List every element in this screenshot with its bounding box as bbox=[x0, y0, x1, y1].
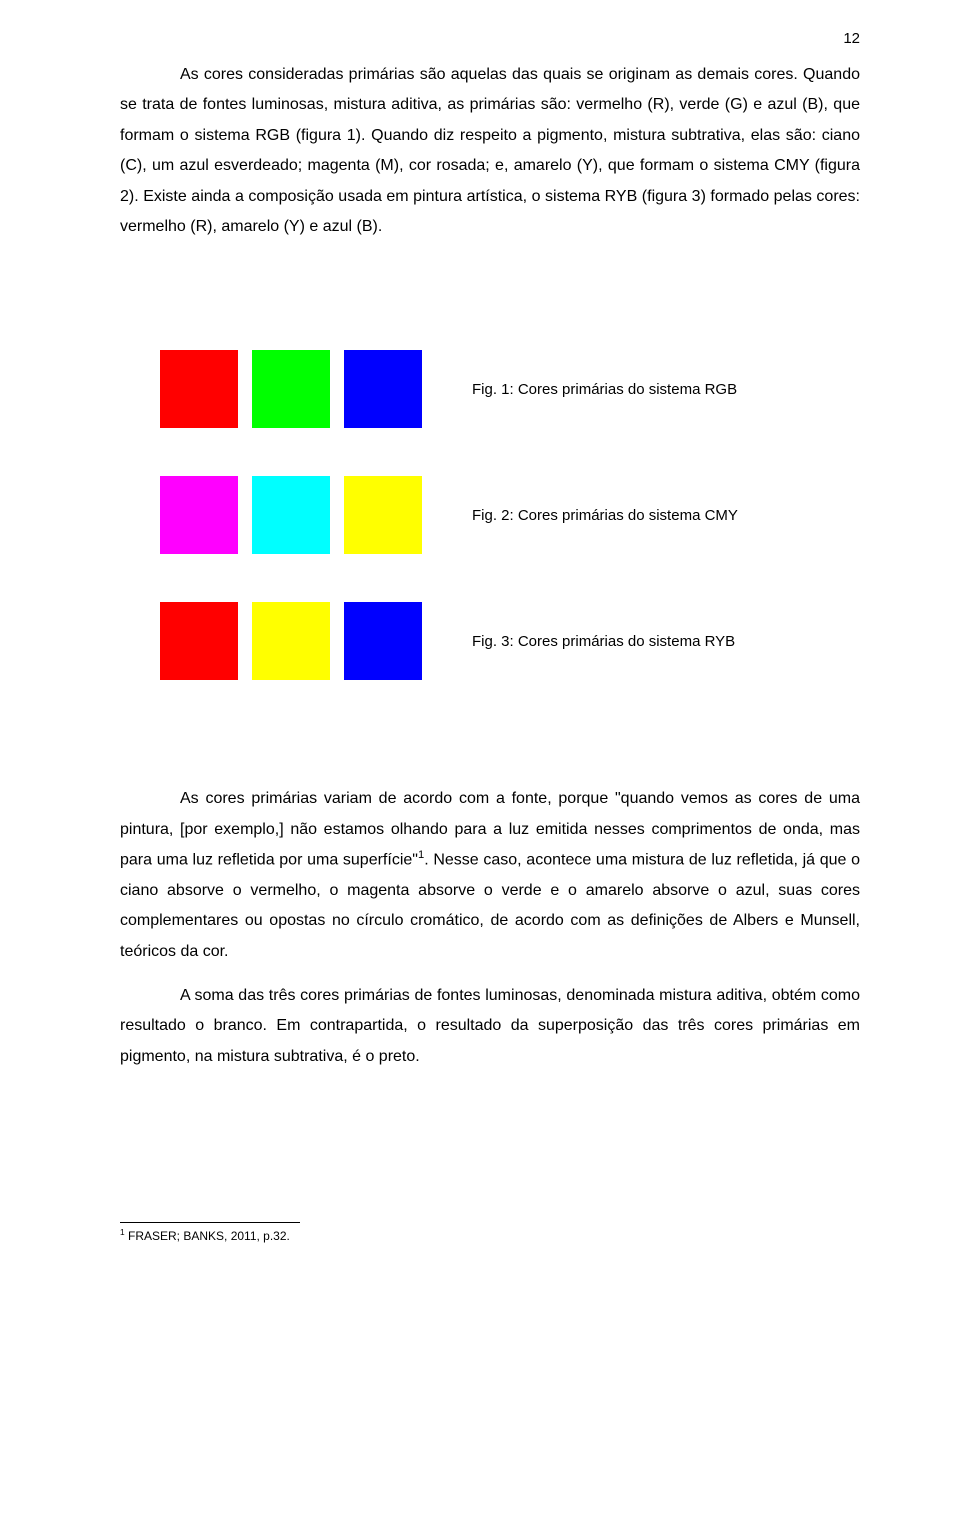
figure-3-caption: Fig. 3: Cores primárias do sistema RYB bbox=[472, 633, 735, 650]
swatch-blue-2 bbox=[344, 602, 422, 680]
swatch-cyan bbox=[252, 476, 330, 554]
swatch-yellow bbox=[344, 476, 422, 554]
figure-2-swatches bbox=[160, 476, 422, 554]
swatch-green bbox=[252, 350, 330, 428]
swatch-blue bbox=[344, 350, 422, 428]
figure-2: Fig. 2: Cores primárias do sistema CMY bbox=[120, 476, 860, 554]
page: 12 As cores consideradas primárias são a… bbox=[0, 0, 960, 1535]
footnote: 1 FRASER; BANKS, 2011, p.32. bbox=[120, 1227, 860, 1245]
page-number: 12 bbox=[843, 30, 860, 47]
paragraph-1: As cores consideradas primárias são aque… bbox=[120, 60, 860, 242]
figure-3: Fig. 3: Cores primárias do sistema RYB bbox=[120, 602, 860, 680]
swatch-magenta bbox=[160, 476, 238, 554]
footnote-rule bbox=[120, 1222, 300, 1223]
swatch-yellow-2 bbox=[252, 602, 330, 680]
swatch-red-2 bbox=[160, 602, 238, 680]
figure-1-swatches bbox=[160, 350, 422, 428]
footnote-text: FRASER; BANKS, 2011, p.32. bbox=[125, 1229, 290, 1243]
swatch-red bbox=[160, 350, 238, 428]
paragraph-2: As cores primárias variam de acordo com … bbox=[120, 784, 860, 967]
figure-1-caption: Fig. 1: Cores primárias do sistema RGB bbox=[472, 381, 737, 398]
figure-3-swatches bbox=[160, 602, 422, 680]
figure-1: Fig. 1: Cores primárias do sistema RGB bbox=[120, 350, 860, 428]
paragraph-3: A soma das três cores primárias de fonte… bbox=[120, 981, 860, 1072]
figure-2-caption: Fig. 2: Cores primárias do sistema CMY bbox=[472, 507, 738, 524]
